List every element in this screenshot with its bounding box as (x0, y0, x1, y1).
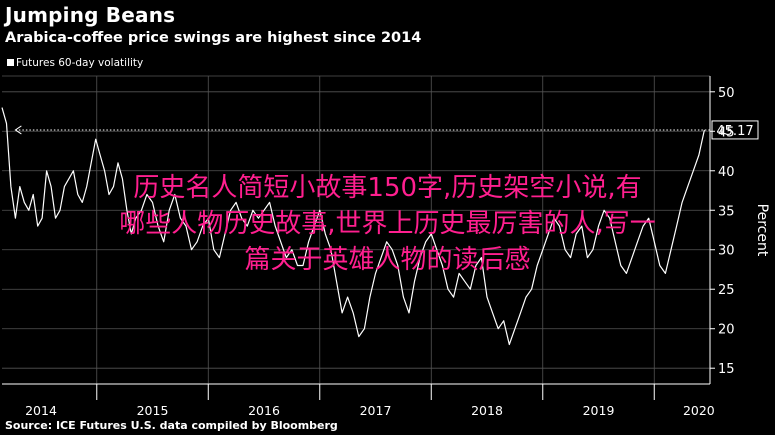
grid-lines (2, 75, 710, 384)
y-tick-label: 45 (718, 125, 735, 140)
x-tick-label: 2016 (248, 403, 280, 418)
legend: Futures 60-day volatility (7, 57, 143, 69)
x-tick-label: 2014 (25, 403, 57, 418)
x-tick-label: 2015 (137, 403, 169, 418)
source-note: Source: ICE Futures U.S. data compiled b… (5, 419, 338, 432)
chart-title: Jumping Beans (5, 3, 176, 27)
reference-line: 45.17 (14, 120, 759, 140)
reference-arrowhead (14, 125, 22, 135)
x-tick-label: 2018 (471, 403, 503, 418)
y-tick-label: 50 (718, 86, 735, 101)
reference-label: 45.17 (716, 124, 753, 139)
series-lines (1, 107, 705, 346)
legend-swatch (7, 59, 14, 66)
y-tick-label: 20 (718, 323, 735, 338)
chart-subtitle: Arabica-coffee price swings are highest … (5, 30, 422, 46)
y-tick-label: 25 (718, 283, 735, 298)
reference-label-box (711, 120, 759, 140)
y-tick-label: 15 (718, 362, 735, 377)
y-tick-label: 40 (718, 165, 735, 180)
x-tick-label: 2019 (583, 403, 615, 418)
y-tick-label: 30 (718, 244, 735, 259)
axes: 15 20 25 30 35 40 45 50 2014 2015 2016 2017 2018 2019… (2, 76, 770, 418)
x-tick-label: 2017 (360, 403, 392, 418)
series-line (1, 107, 705, 346)
legend-label: Futures 60-day volatility (16, 57, 143, 69)
x-tick-label: 2020 (683, 403, 715, 418)
y-axis-label: Percent (754, 204, 770, 257)
y-tick-label: 35 (718, 204, 735, 219)
